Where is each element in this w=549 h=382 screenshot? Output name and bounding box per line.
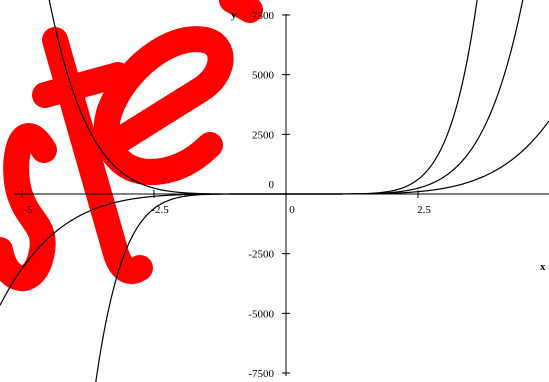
y-tick-label: 2500 bbox=[252, 129, 275, 141]
watermark-letter-l bbox=[219, 0, 263, 23]
y-tick-label: 0 bbox=[269, 179, 275, 191]
y-tick-label: -7500 bbox=[248, 368, 274, 380]
x-tick-label: 2.5 bbox=[417, 204, 431, 216]
x-tick-label: 0 bbox=[289, 204, 295, 216]
y-tick-label: 7500 bbox=[252, 10, 275, 22]
ticks: -5 -2.5 0 2.5 7500 5000 2500 0 -2500 -5000 -7500 bbox=[21, 10, 431, 380]
x-tick-label: -2.5 bbox=[151, 204, 169, 216]
y-tick-label: -5000 bbox=[248, 308, 274, 320]
watermark-letter-s bbox=[0, 123, 57, 291]
series-line-x7 bbox=[95, 0, 478, 382]
y-tick-label: -2500 bbox=[248, 249, 274, 261]
y-tick-label: 5000 bbox=[252, 70, 275, 82]
x-axis-label: x bbox=[540, 261, 546, 273]
watermark-letter-e bbox=[93, 26, 234, 185]
x-tick-label: -5 bbox=[23, 204, 33, 216]
watermark-logo bbox=[0, 0, 263, 291]
y-axis-label: y bbox=[231, 9, 237, 21]
watermark-letter-t bbox=[32, 27, 153, 284]
